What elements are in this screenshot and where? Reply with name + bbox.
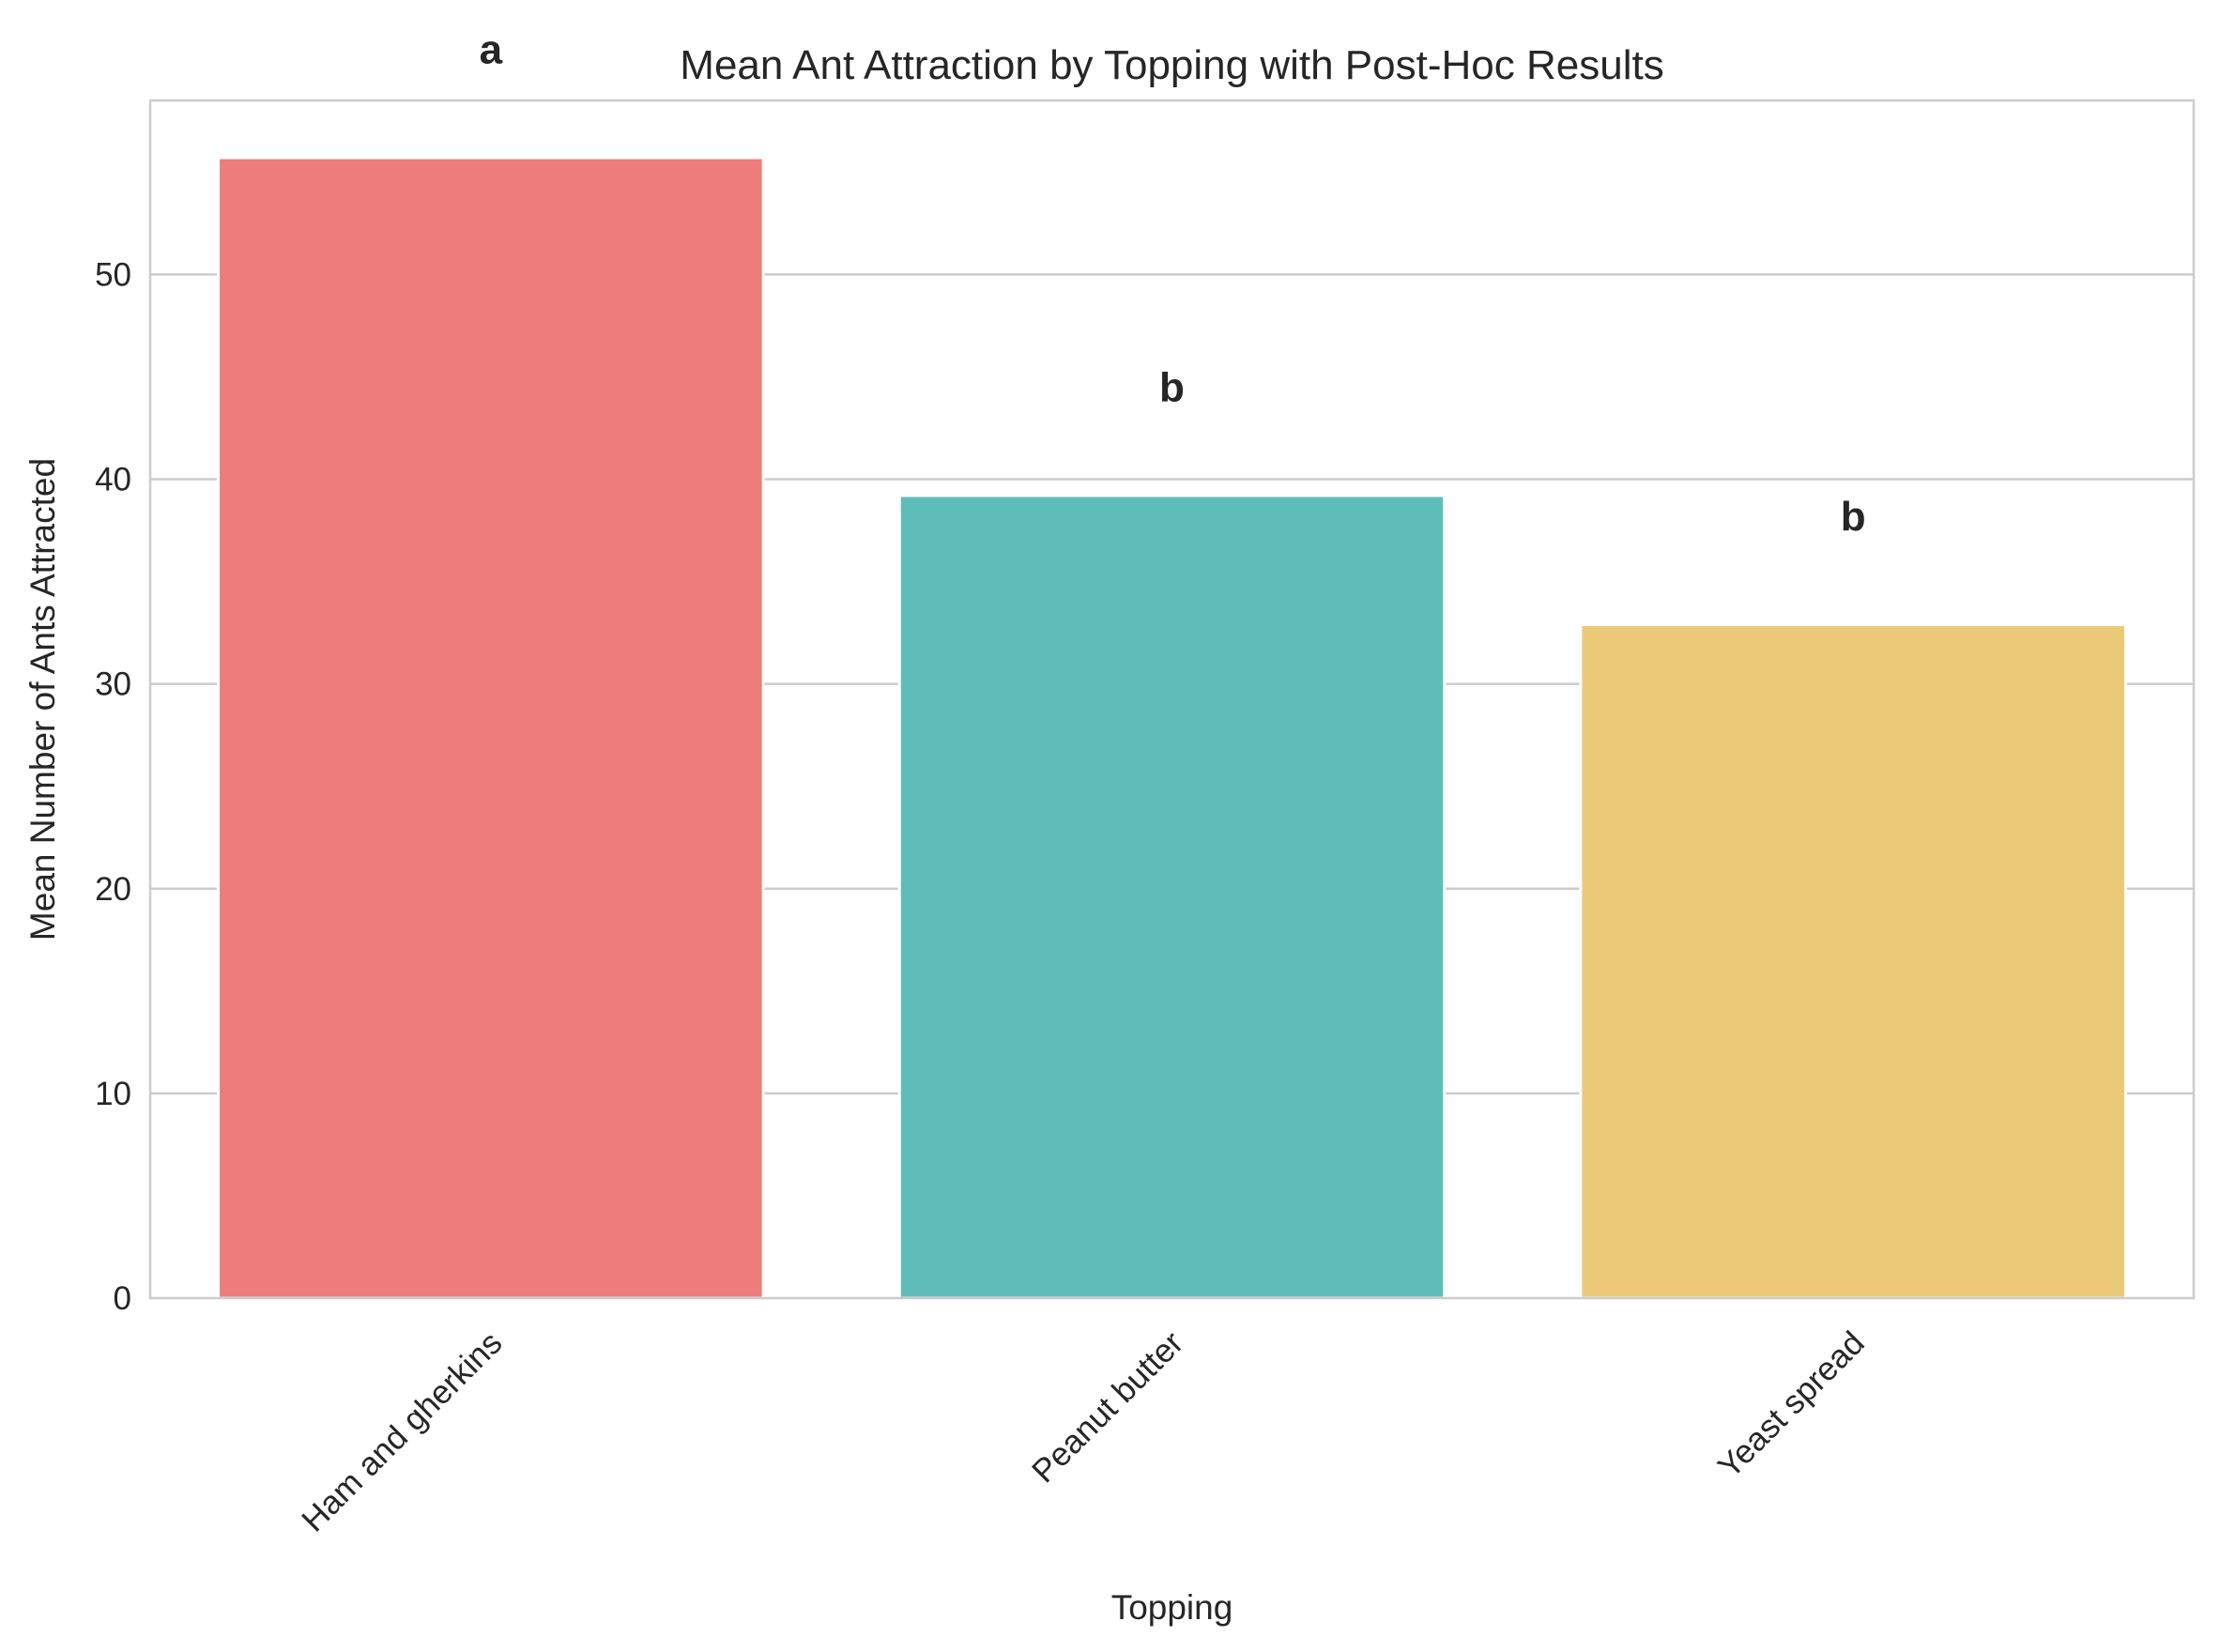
y-tick-labels: 0 10 20 30 40 50: [95, 256, 131, 1317]
chart-title: Mean Ant Attraction by Topping with Post…: [680, 42, 1663, 88]
x-tick-label: Ham and gherkins: [295, 1324, 509, 1538]
x-tick-label: Peanut butter: [1025, 1324, 1190, 1490]
y-tick-label: 0: [114, 1280, 131, 1317]
plot-frame: [148, 99, 2196, 1300]
significance-letters: a b b: [480, 26, 1866, 539]
y-tick-label: 50: [95, 256, 131, 293]
y-tick-label: 10: [95, 1076, 131, 1112]
bar-yeast-spread: [1579, 622, 2127, 1300]
bars: [217, 156, 2127, 1300]
y-tick-label: 20: [95, 871, 131, 908]
significance-letter: a: [480, 26, 503, 72]
significance-letter: b: [1159, 364, 1185, 410]
bar-peanut-butter: [897, 494, 1447, 1300]
bar-ham-and-gherkins: [217, 156, 765, 1300]
y-axis-label: Mean Number of Ants Attracted: [23, 458, 62, 941]
x-tick-label: Yeast spread: [1711, 1324, 1872, 1485]
significance-letter: b: [1841, 494, 1866, 540]
x-tick-labels: Ham and gherkins Peanut butter Yeast sprea…: [295, 1324, 1872, 1539]
y-tick-label: 40: [95, 462, 131, 498]
y-tick-label: 30: [95, 666, 131, 703]
x-axis-label: Topping: [1111, 1588, 1233, 1627]
